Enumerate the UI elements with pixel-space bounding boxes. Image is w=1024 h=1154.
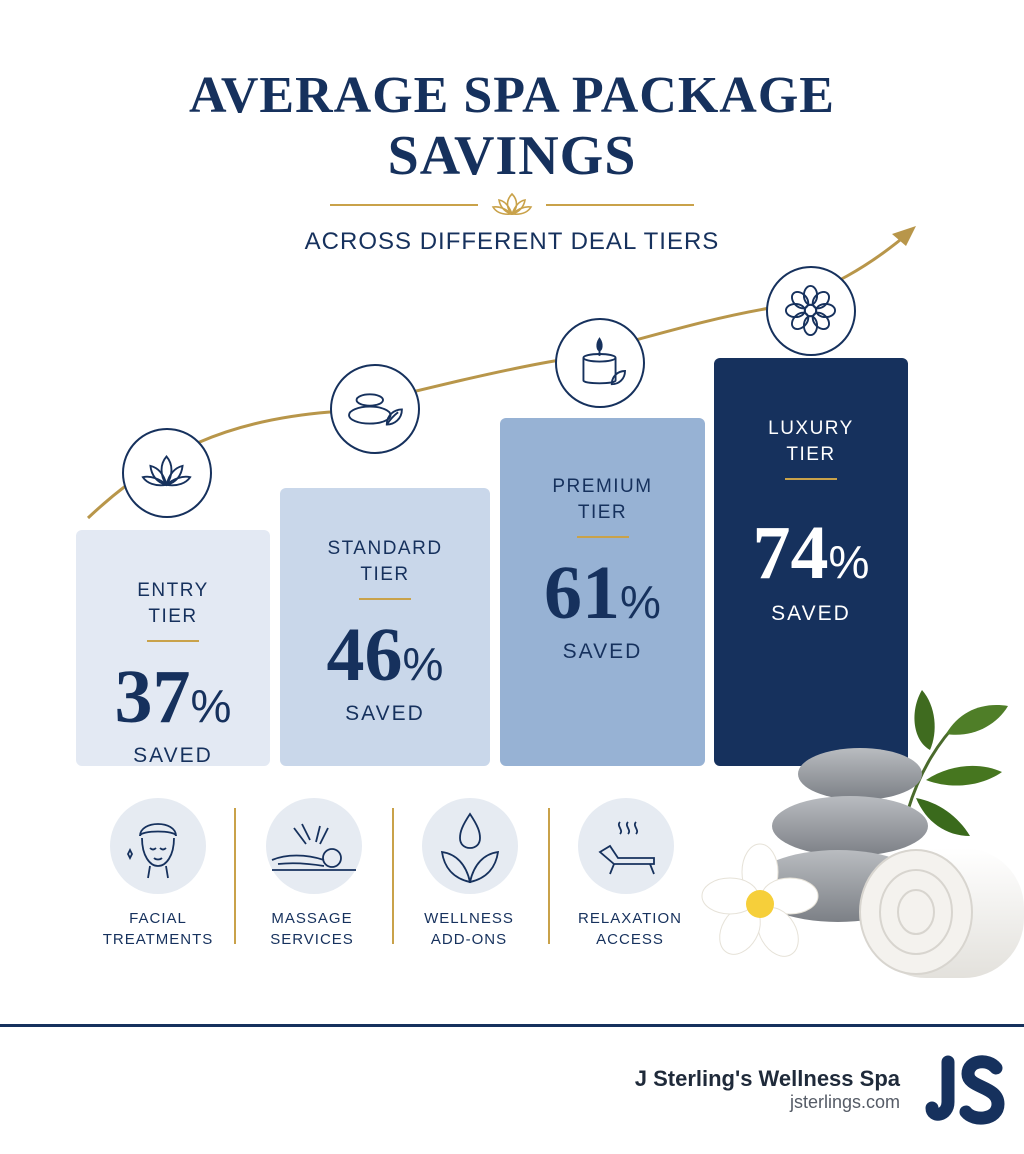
lotus-ornament-icon xyxy=(491,192,533,216)
tier-label-line2: TIER xyxy=(360,564,410,585)
saved-label: SAVED xyxy=(562,640,643,663)
saved-label: SAVED xyxy=(345,702,425,725)
spa-stones-towel-illustration xyxy=(701,690,1024,978)
footer-divider xyxy=(0,1024,1024,1027)
lotus-icon xyxy=(122,428,212,518)
data-label-unit: % xyxy=(828,536,870,588)
brand-name: J Sterling's Wellness Spa xyxy=(634,1066,900,1091)
stones-icon xyxy=(330,364,420,454)
data-label: 46% xyxy=(280,612,490,699)
tier-label-line1: STANDARD xyxy=(327,538,443,559)
tier-divider xyxy=(359,598,411,600)
tier-label-line2: TIER xyxy=(148,606,198,627)
saved-label: SAVED xyxy=(133,744,213,767)
arrow-head-icon xyxy=(892,226,916,246)
tier-label-line2: TIER xyxy=(577,502,628,523)
feature-label-facial: FACIAL TREATMENTS xyxy=(102,910,214,948)
bar-luxury-tier: LUXURY TIER 74% SAVED xyxy=(714,358,908,766)
tier-label-line1: PREMIUM xyxy=(552,476,653,497)
massage-icon xyxy=(266,798,362,894)
page-title-line1: AVERAGE SPA PACKAGE xyxy=(189,67,835,124)
flower-icon xyxy=(766,266,856,356)
data-label-unit: % xyxy=(190,680,232,732)
stone-icon xyxy=(772,796,928,856)
brand-url[interactable]: jsterlings.com xyxy=(789,1092,900,1112)
title-divider xyxy=(330,190,694,220)
data-label-value: 61 xyxy=(544,551,621,635)
frangipani-flower-icon xyxy=(701,843,819,957)
lounger-icon xyxy=(578,798,674,894)
rolled-towel-icon xyxy=(859,848,1024,978)
tier-label: LUXURY TIER xyxy=(714,416,908,468)
feature-label-massage: MASSAGE SERVICES xyxy=(270,910,354,948)
tier-label: PREMIUM TIER xyxy=(500,474,705,526)
bar-premium-tier: PREMIUM TIER 61% SAVED xyxy=(500,418,705,766)
bar-entry-tier: ENTRY TIER 37% SAVED xyxy=(76,530,270,767)
tier-divider xyxy=(576,536,629,538)
feature-divider xyxy=(548,808,550,944)
data-label: 37% xyxy=(76,654,270,741)
tier-label-line1: LUXURY xyxy=(768,418,854,439)
chart-subtitle: ACROSS DIFFERENT DEAL TIERS xyxy=(304,228,720,255)
data-label-value: 74 xyxy=(752,511,829,595)
saved-label: SAVED xyxy=(771,602,851,625)
feature-divider xyxy=(234,808,236,944)
feature-divider xyxy=(392,808,394,944)
tier-label-line2: TIER xyxy=(786,444,836,465)
page-title-line2: SAVINGS xyxy=(387,125,637,187)
data-label-value: 37 xyxy=(114,655,191,739)
stone-icon xyxy=(798,748,922,800)
data-label-value: 46 xyxy=(326,613,403,697)
data-label-unit: % xyxy=(402,638,444,690)
data-label: 61% xyxy=(500,550,705,637)
facial-icon xyxy=(110,798,206,894)
candle-icon xyxy=(555,318,645,408)
tier-label: STANDARD TIER xyxy=(280,536,490,588)
feature-label-relaxation: RELAXATION ACCESS xyxy=(578,910,682,948)
data-label-unit: % xyxy=(620,576,661,628)
tier-label-line1: ENTRY xyxy=(137,580,209,601)
bar-standard-tier: STANDARD TIER 46% SAVED xyxy=(280,488,490,766)
droplet-leaves-icon xyxy=(422,798,518,894)
feature-label-wellness: WELLNESS ADD-ONS xyxy=(424,910,514,948)
tier-divider xyxy=(785,478,837,480)
brand-logo xyxy=(924,1050,1006,1130)
leaf-sprig-icon xyxy=(906,690,1008,836)
tier-divider xyxy=(147,640,199,642)
tier-label: ENTRY TIER xyxy=(76,578,270,630)
data-label: 74% xyxy=(714,510,908,597)
